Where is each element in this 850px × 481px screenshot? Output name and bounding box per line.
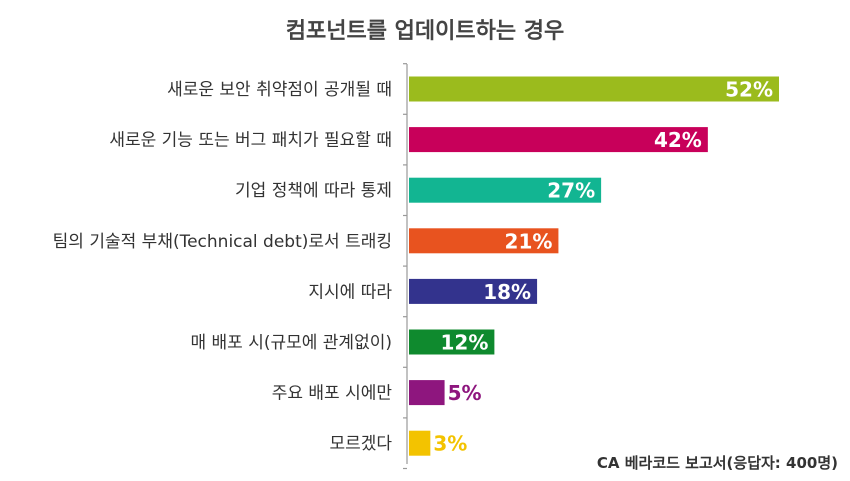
bar <box>409 430 431 456</box>
bar <box>409 228 559 254</box>
value-label: 5% <box>448 381 482 405</box>
bars-group <box>409 76 779 456</box>
value-labels-group: 52% 42% 27% 21% 18% 12% 5% 3% <box>433 78 773 456</box>
category-label: 팀의 기술적 부채(Technical debt)로서 트래킹 <box>53 232 392 252</box>
category-label: 모르겠다 <box>329 434 392 454</box>
category-label: 새로운 보안 취약점이 공개될 때 <box>167 80 392 100</box>
category-label: 주요 배포 시에만 <box>272 384 393 404</box>
value-label: 27% <box>547 179 595 203</box>
category-label: 지시에 따라 <box>308 282 392 302</box>
bar <box>409 127 708 153</box>
bar <box>409 329 495 355</box>
bar <box>409 278 538 304</box>
bar <box>409 76 779 102</box>
value-label: 42% <box>654 128 702 152</box>
category-label: 기업 정책에 따라 통제 <box>235 181 392 201</box>
category-label: 새로운 기능 또는 버그 패치가 필요할 때 <box>109 131 392 151</box>
value-label: 3% <box>433 432 467 456</box>
value-label: 12% <box>441 331 489 355</box>
category-label: 매 배포 시(규모에 관계없이) <box>190 333 392 353</box>
value-label: 52% <box>725 78 773 102</box>
bar <box>409 177 602 203</box>
chart-title: 컴포넌트를 업데이트하는 경우 <box>286 19 564 44</box>
source-note: CA 베라코드 보고서(응답자: 400명) <box>597 454 838 472</box>
bar <box>409 380 445 406</box>
value-label: 18% <box>483 280 531 304</box>
value-label: 21% <box>505 229 553 253</box>
y-axis-ticks <box>403 63 407 470</box>
